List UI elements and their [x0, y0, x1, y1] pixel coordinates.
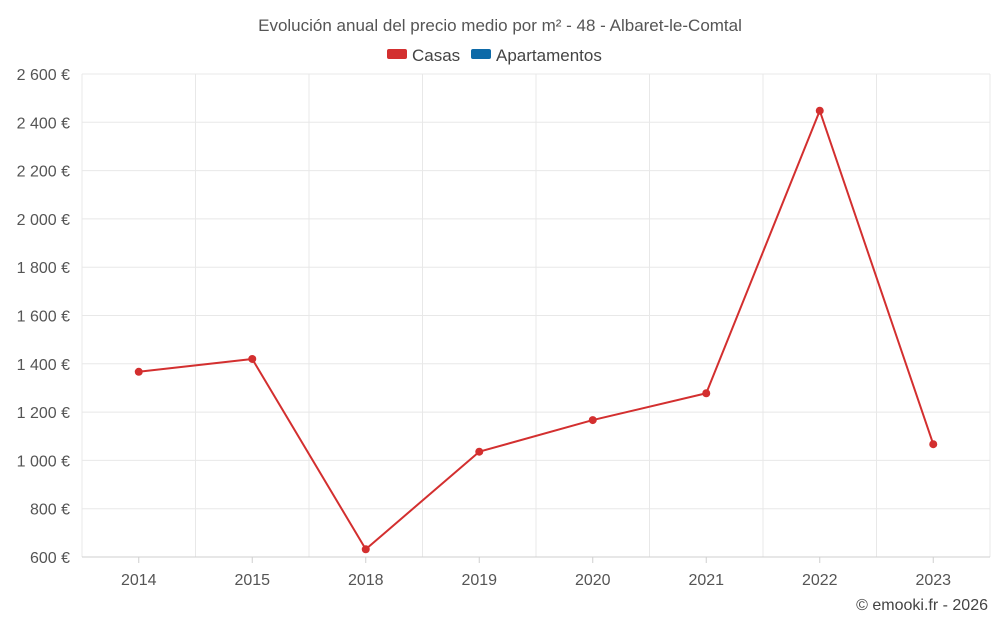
data-point-casas[interactable]: [134, 367, 143, 376]
data-point-casas[interactable]: [702, 389, 711, 398]
legend-label-apartamentos: Apartamentos: [496, 46, 602, 65]
legend-swatch-casas: [387, 49, 407, 59]
y-tick-label: 2 200 €: [17, 164, 70, 181]
x-tick-label: 2023: [915, 572, 951, 589]
y-tick-label: 800 €: [30, 502, 70, 519]
data-point-casas[interactable]: [475, 447, 484, 456]
data-point-casas[interactable]: [815, 106, 824, 115]
y-tick-label: 1 000 €: [17, 453, 70, 470]
credit-text: © emooki.fr - 2026: [856, 597, 988, 614]
y-tick-label: 1 600 €: [17, 309, 70, 326]
x-tick-label: 2015: [234, 572, 270, 589]
data-point-casas[interactable]: [588, 416, 597, 425]
y-axis-ticks: 600 € 800 € 1 000 € 1 200 € 1 400 € 1 600 € 1 …: [17, 67, 70, 567]
x-tick-label: 2014: [121, 572, 157, 589]
series-line-casas: [138, 109, 935, 551]
y-tick-label: 600 €: [30, 550, 70, 567]
y-tick-label: 2 400 €: [17, 115, 70, 132]
data-point-casas[interactable]: [248, 354, 257, 363]
y-tick-label: 2 000 €: [17, 212, 70, 229]
legend-item-apartamentos[interactable]: Apartamentos: [471, 46, 602, 65]
x-tick-label: 2019: [461, 572, 497, 589]
legend: Casas Apartamentos: [387, 46, 602, 65]
x-tick-label: 2021: [688, 572, 724, 589]
legend-swatch-apartamentos: [471, 49, 491, 59]
y-tick-label: 1 200 €: [17, 405, 70, 422]
data-point-casas[interactable]: [361, 545, 370, 554]
x-tick-label: 2022: [802, 572, 838, 589]
x-tick-label: 2018: [348, 572, 384, 589]
legend-label-casas: Casas: [412, 46, 460, 65]
legend-item-casas[interactable]: Casas: [387, 46, 460, 65]
chart-title: Evolución anual del precio medio por m² …: [258, 16, 742, 35]
y-tick-label: 1 800 €: [17, 260, 70, 277]
x-axis-ticks: 2014 2015 2018 2019 2020 2021 2022 2023: [121, 557, 951, 589]
y-tick-label: 1 400 €: [17, 357, 70, 374]
x-tick-label: 2020: [575, 572, 611, 589]
x-gridlines: [81, 74, 991, 557]
y-tick-label: 2 600 €: [17, 67, 70, 84]
series-layer: [134, 106, 938, 554]
data-point-casas[interactable]: [929, 440, 938, 449]
